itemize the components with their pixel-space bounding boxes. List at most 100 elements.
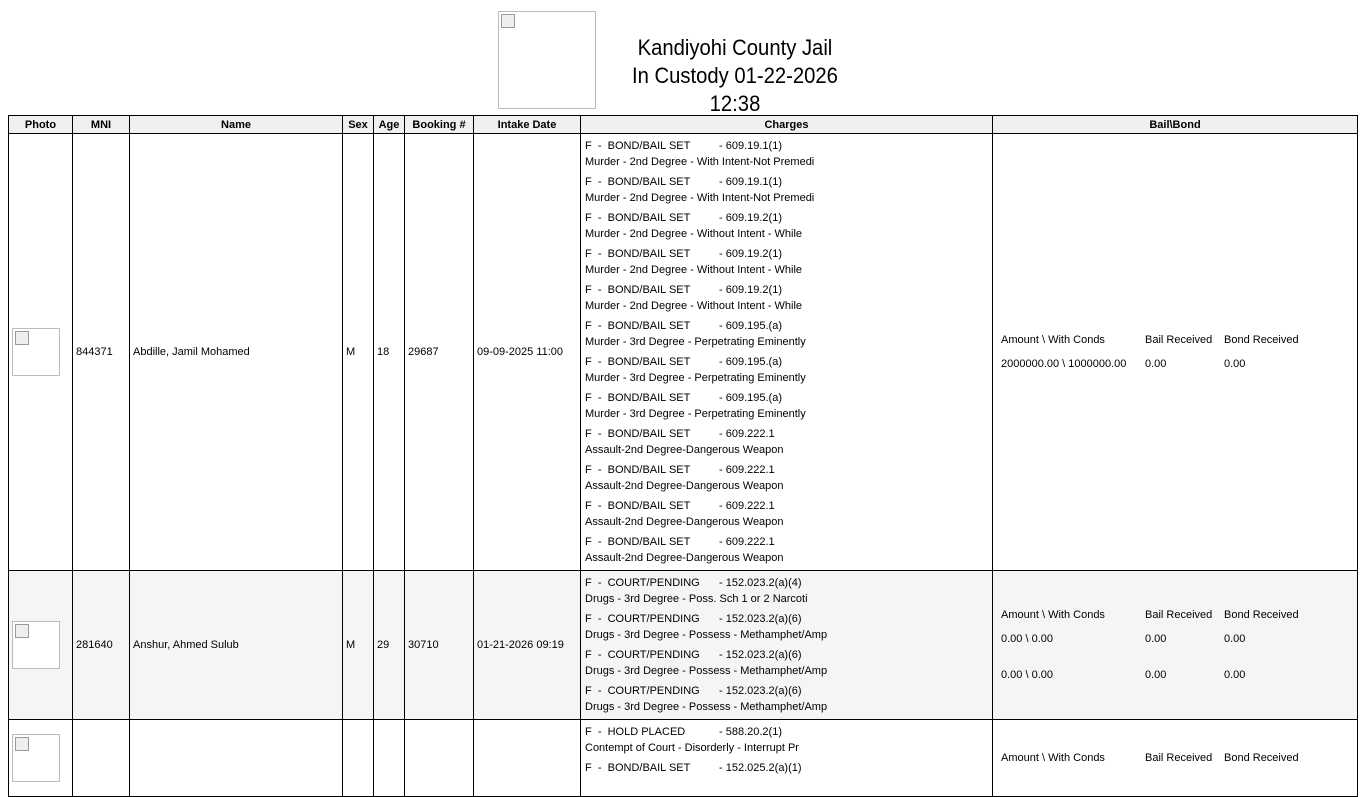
- bail-header-amount: Amount \ With Conds: [1001, 609, 1105, 621]
- charge-status: F - COURT/PENDING: [585, 649, 700, 661]
- age: 18: [373, 133, 405, 571]
- charge-entry: F - COURT/PENDING - 152.023.2(a)(6) Drugs …: [585, 647, 988, 683]
- charge-entry: F - BOND/BAIL SET - 609.222.1 Assault-2nd …: [585, 498, 988, 534]
- charge-entry: F - BOND/BAIL SET - 152.025.2(a)(1): [585, 760, 988, 796]
- charge-description: Drugs - 3rd Degree - Possess - Methamphe…: [585, 701, 828, 713]
- charge-statute: - 609.19.2(1): [719, 284, 782, 296]
- charge-entry: F - BOND/BAIL SET - 609.195.(a) Murder - 3…: [585, 318, 988, 354]
- charge-entry: F - COURT/PENDING - 152.023.2(a)(6) Drugs …: [585, 683, 988, 719]
- broken-image-icon: [15, 624, 29, 638]
- inmate-photo[interactable]: [12, 328, 60, 376]
- inmate-name: Abdille, Jamil Mohamed: [129, 133, 343, 571]
- charge-entry: F - BOND/BAIL SET - 609.19.2(1) Murder - 2…: [585, 210, 988, 246]
- charge-status: F - COURT/PENDING: [585, 577, 700, 589]
- charge-statute: - 152.025.2(a)(1): [719, 762, 802, 774]
- charge-status: F - BOND/BAIL SET: [585, 464, 691, 476]
- sex: [342, 719, 374, 797]
- charge-statute: - 609.222.1: [719, 536, 775, 548]
- charge-status: F - BOND/BAIL SET: [585, 428, 691, 440]
- inmate-table: Photo MNI Name Sex Age Booking # Intake …: [8, 115, 1358, 797]
- charge-statute: - 152.023.2(a)(6): [719, 613, 802, 625]
- charge-statute: - 152.023.2(a)(6): [719, 649, 802, 661]
- bond-received: 0.00: [1224, 633, 1246, 645]
- col-bail-bond: Bail\Bond: [992, 115, 1358, 134]
- bail-received: 0.00: [1145, 669, 1167, 681]
- page-title: Kandiyohi County Jail In Custody 01-22-2…: [611, 34, 859, 118]
- sex: M: [342, 570, 374, 720]
- bail-headers: Amount \ With Conds Bail Received Bond Rec…: [1001, 746, 1354, 770]
- charge-statute: - 609.19.2(1): [719, 212, 782, 224]
- charge-description: Assault-2nd Degree-Dangerous Weapon: [585, 516, 784, 528]
- charge-status: F - BOND/BAIL SET: [585, 140, 691, 152]
- bail-entry: 0.00 \ 0.00 0.00 0.00: [1001, 663, 1354, 687]
- photo-cell: [8, 570, 73, 720]
- photo-cell: [8, 719, 73, 797]
- charge-status: F - BOND/BAIL SET: [585, 176, 691, 188]
- photo-cell: [8, 133, 73, 571]
- charge-entry: F - COURT/PENDING - 152.023.2(a)(6) Drugs …: [585, 611, 988, 647]
- charge-entry: F - BOND/BAIL SET - 609.195.(a) Murder - 3…: [585, 390, 988, 426]
- inmate-row: 281640 Anshur, Ahmed Sulub M 29 30710 01…: [8, 570, 1358, 720]
- charge-statute: - 609.222.1: [719, 428, 775, 440]
- charge-status: F - BOND/BAIL SET: [585, 536, 691, 548]
- bail-header-amount: Amount \ With Conds: [1001, 334, 1105, 346]
- inmate-row: 844371 Abdille, Jamil Mohamed M 18 29687…: [8, 133, 1358, 571]
- charge-statute: - 609.222.1: [719, 464, 775, 476]
- bond-received: 0.00: [1224, 358, 1246, 370]
- charge-statute: - 609.19.2(1): [719, 248, 782, 260]
- charge-description: Assault-2nd Degree-Dangerous Weapon: [585, 480, 784, 492]
- charge-entry: F - HOLD PLACED - 588.20.2(1) Contempt of …: [585, 724, 988, 760]
- bail-cell: Amount \ With Conds Bail Received Bond Rec…: [992, 570, 1358, 720]
- charge-statute: - 609.222.1: [719, 500, 775, 512]
- charge-description: Murder - 2nd Degree - Without Intent - W…: [585, 228, 803, 240]
- charges-cell: F - COURT/PENDING - 152.023.2(a)(4) Drugs …: [580, 570, 993, 720]
- inmate-name: Anshur, Ahmed Sulub: [129, 570, 343, 720]
- col-intake-date: Intake Date: [473, 115, 581, 134]
- charge-entry: F - BOND/BAIL SET - 609.19.2(1) Murder - 2…: [585, 246, 988, 282]
- bail-cell: Amount \ With Conds Bail Received Bond Rec…: [992, 719, 1358, 797]
- intake-date: 01-21-2026 09:19: [473, 570, 581, 720]
- charge-description: Murder - 2nd Degree - Without Intent - W…: [585, 264, 803, 276]
- bail-amount: 0.00 \ 0.00: [1001, 633, 1053, 645]
- charge-description: Murder - 2nd Degree - With Intent-Not Pr…: [585, 192, 815, 204]
- col-photo: Photo: [8, 115, 73, 134]
- bail-amount: 2000000.00 \ 1000000.00: [1001, 358, 1127, 370]
- inmate-photo[interactable]: [12, 621, 60, 669]
- charge-entry: F - BOND/BAIL SET - 609.19.1(1) Murder - 2…: [585, 174, 988, 210]
- charge-description: Murder - 2nd Degree - With Intent-Not Pr…: [585, 156, 815, 168]
- charge-description: Contempt of Court - Disorderly - Interru…: [585, 742, 799, 754]
- bail-amount: 0.00 \ 0.00: [1001, 669, 1053, 681]
- col-name: Name: [129, 115, 343, 134]
- charge-entry: F - BOND/BAIL SET - 609.19.1(1) Murder - 2…: [585, 138, 988, 174]
- charge-description: Assault-2nd Degree-Dangerous Weapon: [585, 552, 784, 564]
- col-age: Age: [373, 115, 405, 134]
- inmate-photo[interactable]: [12, 734, 60, 782]
- charge-status: F - BOND/BAIL SET: [585, 320, 691, 332]
- booking-number: 29687: [404, 133, 474, 571]
- charge-entry: F - COURT/PENDING - 152.023.2(a)(4) Drugs …: [585, 575, 988, 611]
- charges-cell: F - BOND/BAIL SET - 609.19.1(1) Murder - 2…: [580, 133, 993, 571]
- charge-description: Murder - 3rd Degree - Perpetrating Emine…: [585, 336, 806, 348]
- charge-status: F - COURT/PENDING: [585, 685, 700, 697]
- charge-entry: F - BOND/BAIL SET - 609.195.(a) Murder - 3…: [585, 354, 988, 390]
- agency-name: Kandiyohi County Jail: [637, 35, 833, 60]
- inmate-name: [129, 719, 343, 797]
- intake-date: 09-09-2025 11:00: [473, 133, 581, 571]
- age: [373, 719, 405, 797]
- broken-image-icon: [15, 331, 29, 345]
- charge-statute: - 609.195.(a): [719, 356, 782, 368]
- charge-statute: - 609.195.(a): [719, 320, 782, 332]
- broken-image-icon: [15, 737, 29, 751]
- charge-description: Murder - 3rd Degree - Perpetrating Emine…: [585, 408, 806, 420]
- charge-statute: - 152.023.2(a)(4): [719, 577, 802, 589]
- inmate-row: F - HOLD PLACED - 588.20.2(1) Contempt of …: [8, 719, 1358, 797]
- bail-cell: Amount \ With Conds Bail Received Bond Rec…: [992, 133, 1358, 571]
- charge-status: F - BOND/BAIL SET: [585, 212, 691, 224]
- charge-description: Drugs - 3rd Degree - Possess - Methamphe…: [585, 629, 828, 641]
- bail-received: 0.00: [1145, 358, 1167, 370]
- charge-status: F - BOND/BAIL SET: [585, 284, 691, 296]
- charge-status: F - HOLD PLACED: [585, 726, 686, 738]
- charge-description: Drugs - 3rd Degree - Possess - Methamphe…: [585, 665, 828, 677]
- bail-entry: 2000000.00 \ 1000000.00 0.00 0.00: [1001, 352, 1354, 376]
- bail-header-amount: Amount \ With Conds: [1001, 752, 1105, 764]
